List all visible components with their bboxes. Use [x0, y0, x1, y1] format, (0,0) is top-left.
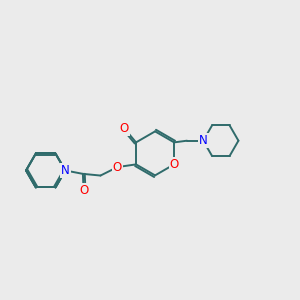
Text: O: O	[120, 122, 129, 135]
Text: N: N	[199, 134, 208, 147]
Text: O: O	[79, 184, 88, 196]
Text: O: O	[113, 160, 122, 174]
Text: N: N	[61, 164, 70, 177]
Text: O: O	[169, 158, 179, 171]
